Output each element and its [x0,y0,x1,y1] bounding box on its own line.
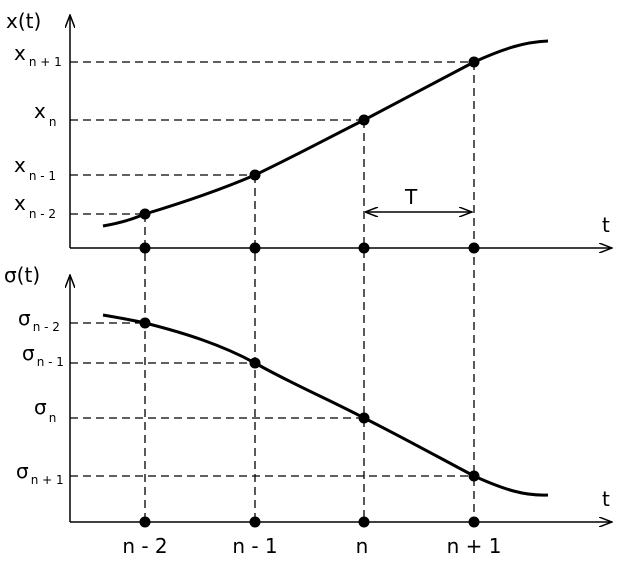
level-base: x [14,41,26,65]
x-tick-label: n - 2 [122,534,167,558]
level-base: σ [18,306,31,330]
x-tick-label: n [356,534,369,558]
x-label: t [602,487,610,511]
level-sub: n + 1 [31,473,64,487]
level-sub: n [49,411,57,425]
x-tick-label: n + 1 [447,534,502,558]
x-tick-label: n - 1 [232,534,277,558]
x-curve [102,39,549,228]
points [139,56,480,254]
period-label: T [404,185,418,209]
time-lines [144,62,475,522]
points [139,317,480,528]
level-base: σ [16,459,29,483]
level-sub: n - 1 [37,355,64,369]
level-sub: n - 1 [29,169,56,183]
level-sub: n - 2 [29,207,56,221]
level-sub: n - 2 [33,320,60,334]
y-label: σ(t) [4,263,40,287]
level-lines [70,61,474,215]
level-lines [70,322,474,477]
level-base: x [14,191,26,215]
x-label: t [602,213,610,237]
level-sub: n [49,115,57,129]
level-base: x [34,99,46,123]
y-label: x(t) [6,9,41,33]
level-base: σ [34,395,47,419]
level-sub: n + 1 [29,55,62,69]
level-base: σ [22,341,35,365]
level-base: x [14,153,26,177]
sigma-curve [102,313,549,497]
